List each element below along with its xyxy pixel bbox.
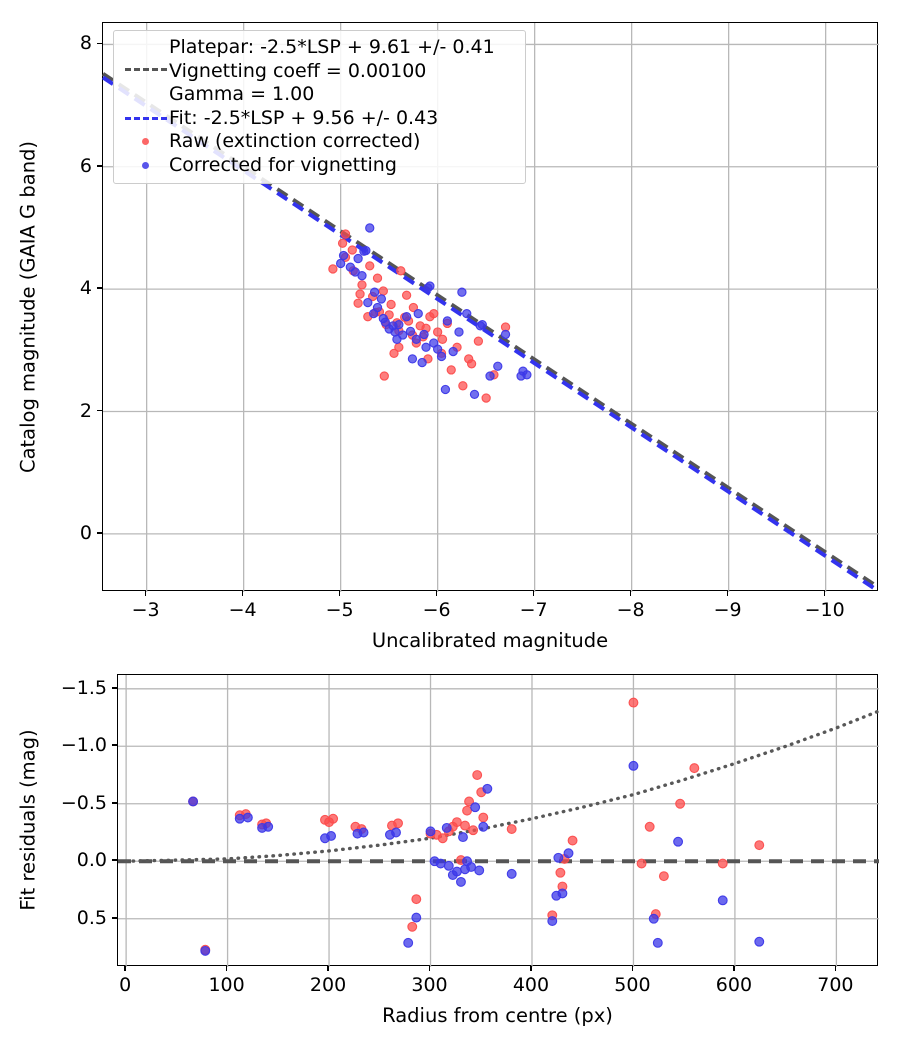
- legend-dot: [142, 138, 149, 145]
- top-ytick-label: 6: [79, 154, 92, 177]
- legend-label: Platepar: -2.5*LSP + 9.61 +/- 0.41 Vigne…: [169, 36, 495, 105]
- top-yaxis-title: Catalog magnitude (GAIA G band): [16, 140, 40, 473]
- top-xtick-label: −9: [713, 599, 742, 621]
- bottom-ytick-label: 0.5: [76, 906, 107, 929]
- bottom-xaxis-title: Radius from centre (px): [382, 1004, 613, 1027]
- bottom-xtick-label: 600: [715, 974, 753, 996]
- bottom-xtick-mark: [631, 966, 634, 971]
- top-xtick-mark: [144, 591, 147, 596]
- residuals-canvas: [118, 675, 879, 967]
- legend-dash: [125, 68, 167, 71]
- top-xtick-label: −4: [228, 599, 257, 621]
- bottom-ytick-mark: [112, 859, 117, 862]
- legend-entry: Corrected for vignetting: [123, 154, 516, 178]
- legend-label: Fit: -2.5*LSP + 9.56 +/- 0.43: [169, 106, 439, 129]
- legend-entry: Raw (extinction corrected): [123, 130, 516, 154]
- legend-marker-dot-icon: [123, 130, 169, 152]
- bottom-xtick-mark: [834, 966, 837, 971]
- plot-legend: Platepar: -2.5*LSP + 9.61 +/- 0.41 Vigne…: [113, 30, 526, 184]
- bottom-xtick-label: 200: [309, 974, 347, 996]
- top-ytick-label: 0: [79, 521, 92, 544]
- bottom-ytick-mark: [112, 801, 117, 804]
- top-ytick-mark: [97, 409, 102, 412]
- bottom-xtick-mark: [124, 966, 126, 971]
- top-xtick-label: −8: [616, 599, 645, 621]
- legend-dashed-line-icon: [123, 107, 169, 129]
- top-ytick-mark: [97, 164, 102, 167]
- top-xtick-mark: [726, 591, 729, 596]
- bottom-xtick-label: 0: [119, 974, 132, 996]
- bottom-xtick-label: 500: [614, 974, 651, 996]
- legend-dot: [142, 161, 149, 169]
- top-xtick-mark: [338, 591, 341, 596]
- legend-marker-dot-icon: [123, 154, 169, 176]
- top-xtick-mark: [241, 591, 244, 596]
- top-ytick-mark: [97, 42, 102, 45]
- legend-dash: [125, 116, 167, 120]
- bottom-xtick-label: 400: [512, 974, 550, 996]
- bottom-yaxis-title: Fit residuals (mag): [16, 729, 40, 911]
- bottom-ytick-mark: [112, 744, 117, 747]
- top-xtick-label: −5: [325, 599, 354, 621]
- bottom-xtick-label: 700: [817, 974, 854, 996]
- bottom-xtick-mark: [225, 966, 228, 971]
- bottom-ytick-mark: [112, 916, 117, 919]
- legend-dashed-line-icon: [123, 58, 169, 80]
- bottom-ytick-label: 0.0: [76, 849, 107, 872]
- bottom-xtick-label: 300: [411, 974, 448, 996]
- top-ytick-mark: [97, 287, 102, 289]
- bottom-ytick-label: −1.5: [60, 676, 107, 699]
- bottom-xtick-mark: [733, 966, 735, 971]
- top-xtick-label: −7: [519, 599, 548, 621]
- legend-entry: Fit: -2.5*LSP + 9.56 +/- 0.43: [123, 107, 516, 131]
- bottom-xtick-label: 100: [208, 974, 245, 996]
- bottom-ytick-label: −1.0: [60, 734, 107, 757]
- legend-entry: Platepar: -2.5*LSP + 9.61 +/- 0.41 Vigne…: [123, 36, 516, 107]
- top-xtick-label: −6: [422, 599, 451, 621]
- bottom-ytick-mark: [112, 686, 117, 689]
- top-xtick-mark: [435, 591, 438, 596]
- top-xtick-mark: [629, 591, 632, 596]
- top-xtick-label: −3: [131, 599, 160, 621]
- top-ytick-mark: [97, 532, 102, 534]
- bottom-ytick-label: −0.5: [60, 791, 107, 814]
- top-xtick-mark: [823, 591, 826, 596]
- bottom-xtick-mark: [428, 966, 431, 971]
- top-xtick-mark: [532, 591, 535, 596]
- legend-label: Corrected for vignetting: [169, 153, 397, 176]
- bottom-xtick-mark: [530, 966, 532, 971]
- top-ytick-label: 2: [79, 399, 92, 422]
- top-xaxis-title: Uncalibrated magnitude: [371, 629, 609, 652]
- top-ytick-label: 4: [79, 277, 92, 300]
- top-ytick-label: 8: [79, 32, 92, 55]
- top-xtick-label: −10: [804, 599, 845, 621]
- bottom-xtick-mark: [327, 966, 329, 971]
- legend-label: Raw (extinction corrected): [169, 130, 421, 152]
- fit-residuals-axes: [117, 674, 879, 967]
